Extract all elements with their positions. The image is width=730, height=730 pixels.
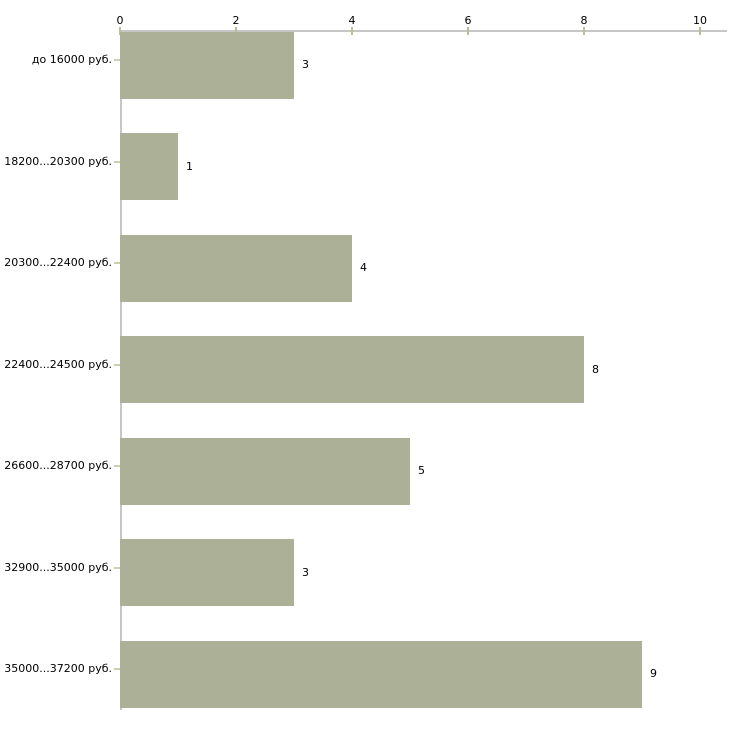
bar (120, 31, 294, 99)
y-tick-mark (114, 160, 120, 163)
bar-value-label: 8 (592, 362, 599, 376)
bar-value-label: 5 (418, 464, 425, 477)
y-tick-mark (114, 262, 120, 264)
y-tick-mark (114, 566, 120, 569)
category-label: 18200...20300 руб. (4, 154, 112, 168)
x-tick-label-6: 6 (464, 14, 472, 27)
x-tick-mark-0 (119, 27, 121, 35)
bar-value-label: 3 (302, 565, 309, 579)
x-tick-mark-6 (467, 27, 469, 35)
y-tick-mark (114, 465, 120, 467)
bar (120, 234, 352, 302)
x-tick-mark-2 (235, 27, 237, 35)
x-tick-label-2: 2 (232, 14, 240, 27)
x-tick-mark-4 (351, 27, 353, 35)
bar-value-label: 3 (302, 58, 309, 71)
y-tick-mark (114, 59, 120, 61)
category-label: 35000...37200 руб. (4, 662, 112, 675)
bar (120, 133, 178, 200)
bar (120, 640, 642, 708)
category-label: до 16000 руб. (31, 53, 112, 66)
category-label: 32900...35000 руб. (4, 560, 112, 574)
bar-value-label: 9 (650, 667, 657, 680)
x-axis-line (120, 30, 727, 32)
bar (120, 336, 584, 403)
bar (120, 539, 294, 606)
y-tick-mark (114, 363, 120, 366)
bar (120, 437, 410, 505)
x-tick-label-8: 8 (580, 14, 588, 27)
category-label: 26600...28700 руб. (4, 459, 112, 472)
category-label: 22400...24500 руб. (4, 357, 112, 371)
category-label: 20300...22400 руб. (4, 256, 112, 269)
x-tick-mark-8 (583, 27, 585, 35)
x-tick-label-10: 10 (693, 14, 707, 27)
x-tick-label-0: 0 (116, 14, 124, 27)
bar-value-label: 4 (360, 261, 367, 274)
x-tick-label-4: 4 (348, 14, 356, 27)
bar-value-label: 1 (186, 159, 193, 173)
y-tick-mark (114, 668, 120, 670)
x-tick-mark-10 (699, 27, 701, 35)
